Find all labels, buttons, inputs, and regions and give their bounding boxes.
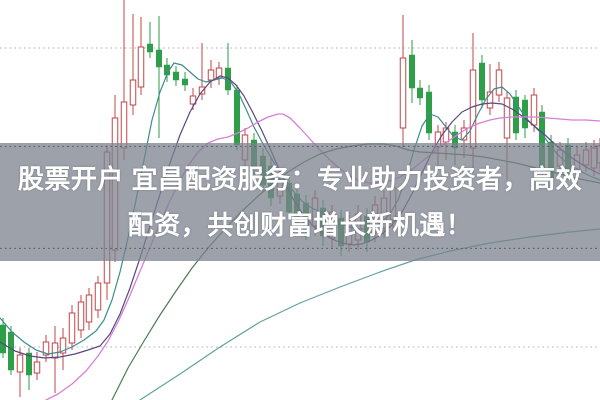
banner-text-line-2: 配资，共创财富增长新机遇！: [127, 210, 473, 240]
banner-text-line-1: 股票开户 宜昌配资服务：专业助力投资者，高效: [17, 164, 583, 194]
gridline-dots-lower: [0, 248, 600, 249]
gridline-dots-upper: [0, 146, 600, 147]
promo-banner-overlay: 股票开户 宜昌配资服务：专业助力投资者，高效 配资，共创财富增长新机遇！: [0, 143, 600, 261]
